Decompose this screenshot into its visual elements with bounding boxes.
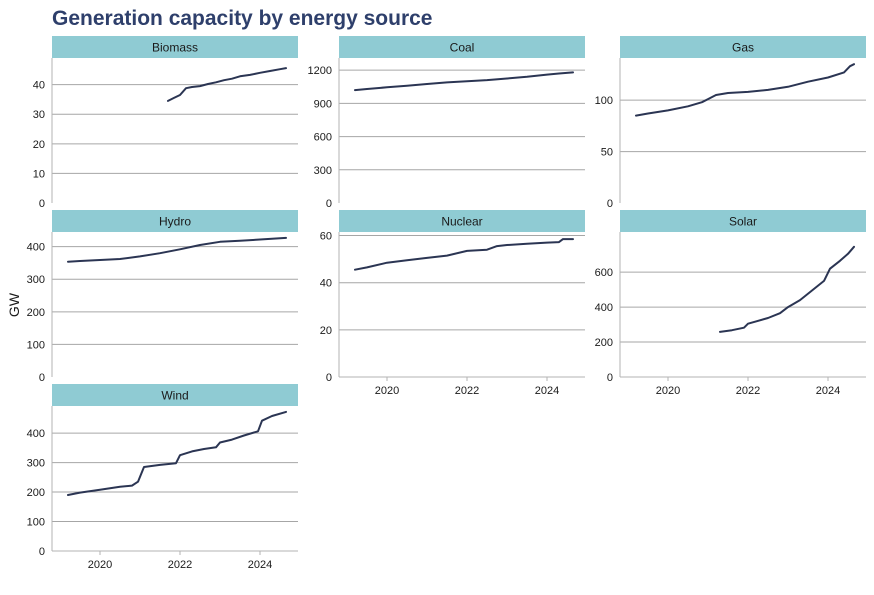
y-tick-label-gas: 0 [607, 198, 613, 210]
panel-title-biomass: Biomass [152, 41, 198, 55]
y-tick-label-biomass: 40 [33, 80, 45, 92]
y-tick-label-solar: 400 [595, 302, 613, 314]
panel-strip-wind [52, 384, 298, 406]
panel-title-wind: Wind [161, 389, 188, 403]
y-tick-label-biomass: 0 [39, 198, 45, 210]
y-tick-label-gas: 50 [601, 147, 613, 159]
x-tick-label-nuclear: 2024 [535, 385, 559, 397]
y-tick-label-wind: 400 [27, 428, 45, 440]
y-tick-label-biomass: 20 [33, 139, 45, 151]
y-tick-label-wind: 300 [27, 458, 45, 470]
panel-title-gas: Gas [732, 41, 754, 55]
y-tick-label-wind: 200 [27, 487, 45, 499]
y-tick-label-coal: 300 [314, 165, 332, 177]
y-tick-label-wind: 100 [27, 517, 45, 529]
y-tick-label-hydro: 300 [27, 274, 45, 286]
y-tick-label-coal: 1200 [308, 65, 332, 77]
panel-strip-solar [620, 210, 866, 232]
y-tick-label-hydro: 400 [27, 242, 45, 254]
x-tick-label-solar: 2020 [656, 385, 680, 397]
panel-strip-hydro [52, 210, 298, 232]
y-tick-label-coal: 900 [314, 98, 332, 110]
y-tick-label-hydro: 200 [27, 307, 45, 319]
series-line-solar [719, 245, 855, 333]
panel-strip-nuclear [339, 210, 585, 232]
panel-strip-biomass [52, 36, 298, 58]
y-tick-label-coal: 0 [326, 198, 332, 210]
x-tick-label-wind: 2024 [248, 559, 272, 571]
y-tick-label-gas: 100 [595, 95, 613, 107]
y-tick-label-nuclear: 40 [320, 278, 332, 290]
series-line-hydro [67, 236, 287, 263]
y-axis-label: GW [6, 292, 22, 317]
panel-strip-coal [339, 36, 585, 58]
y-tick-label-nuclear: 20 [320, 325, 332, 337]
x-tick-label-nuclear: 2022 [455, 385, 479, 397]
y-tick-label-biomass: 10 [33, 168, 45, 180]
x-tick-label-nuclear: 2020 [375, 385, 399, 397]
y-tick-label-coal: 600 [314, 132, 332, 144]
series-line-gas [635, 63, 855, 117]
x-tick-label-wind: 2022 [168, 559, 192, 571]
panel-strip-gas [620, 36, 866, 58]
chart-title: Generation capacity by energy source [52, 7, 432, 30]
panel-title-hydro: Hydro [159, 215, 191, 229]
y-tick-label-solar: 0 [607, 372, 613, 384]
panel-title-solar: Solar [729, 215, 757, 229]
x-tick-label-solar: 2022 [736, 385, 760, 397]
y-tick-label-wind: 0 [39, 546, 45, 558]
series-line-biomass [167, 67, 287, 102]
panel-title-coal: Coal [450, 41, 475, 55]
y-tick-label-solar: 200 [595, 337, 613, 349]
series-line-coal [354, 71, 574, 92]
y-tick-label-solar: 600 [595, 267, 613, 279]
y-tick-label-nuclear: 0 [326, 372, 332, 384]
x-tick-label-solar: 2024 [816, 385, 840, 397]
x-tick-label-wind: 2020 [88, 559, 112, 571]
y-tick-label-nuclear: 60 [320, 231, 332, 243]
y-tick-label-hydro: 0 [39, 372, 45, 384]
panel-title-nuclear: Nuclear [441, 215, 482, 229]
y-tick-label-biomass: 30 [33, 109, 45, 121]
series-line-nuclear [354, 238, 574, 271]
y-tick-label-hydro: 100 [27, 339, 45, 351]
series-line-wind [67, 410, 287, 496]
